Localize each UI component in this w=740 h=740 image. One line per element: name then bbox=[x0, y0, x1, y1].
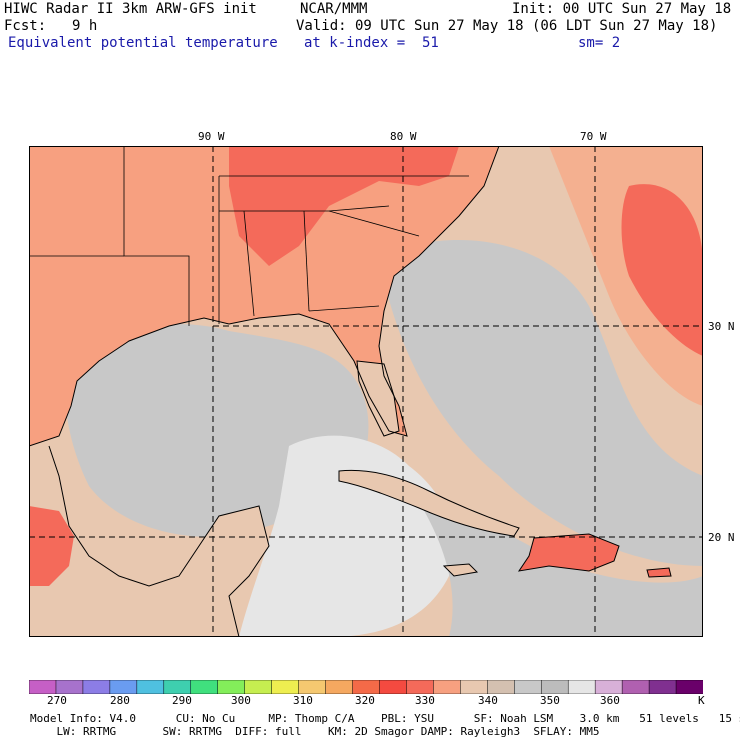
colorbar-label-310: 310 bbox=[293, 694, 313, 707]
organization: NCAR/MMM bbox=[300, 1, 368, 17]
colorbar-label-350: 350 bbox=[540, 694, 560, 707]
colorbar-swatch bbox=[244, 680, 273, 694]
colorbar bbox=[29, 680, 703, 694]
colorbar-swatch bbox=[325, 680, 354, 694]
colorbar-swatch bbox=[379, 680, 408, 694]
smoothing-value: sm= 2 bbox=[578, 35, 621, 51]
colorbar-swatch bbox=[433, 680, 462, 694]
atlantic-grey-band bbox=[379, 240, 703, 566]
model-info-line-2: LW: RRTMG SW: RRTMG DIFF: full KM: 2D Sm… bbox=[30, 725, 600, 738]
colorbar-swatch bbox=[163, 680, 192, 694]
atlantic-hot-plume bbox=[621, 184, 703, 356]
forecast-hour: 9 h bbox=[72, 18, 98, 34]
colorbar-swatch bbox=[487, 680, 516, 694]
mexico-land bbox=[29, 506, 269, 637]
lat-label-20n: 20 N bbox=[708, 531, 735, 544]
lon-label-90w: 90 W bbox=[198, 130, 225, 143]
us-coastline bbox=[29, 146, 500, 447]
colorbar-swatch bbox=[406, 680, 435, 694]
colorbar-label-290: 290 bbox=[172, 694, 192, 707]
colorbar-label-320: 320 bbox=[355, 694, 375, 707]
colorbar-swatch bbox=[217, 680, 246, 694]
lon-label-80w: 80 W bbox=[390, 130, 417, 143]
colorbar-swatch bbox=[594, 680, 623, 694]
colorbar-swatch bbox=[567, 680, 596, 694]
colorbar-label-270: 270 bbox=[47, 694, 67, 707]
colorbar-label-340: 340 bbox=[478, 694, 498, 707]
colorbar-swatch bbox=[298, 680, 327, 694]
valid-time: Valid: 09 UTC Sun 27 May 18 (06 LDT Sun … bbox=[296, 18, 718, 34]
colorbar-swatch bbox=[29, 680, 57, 694]
level-index: at k-index = 51 bbox=[304, 35, 439, 51]
colorbar-label-330: 330 bbox=[415, 694, 435, 707]
florida bbox=[356, 360, 400, 437]
forecast-label: Fcst: bbox=[4, 18, 47, 34]
lon-label-70w: 70 W bbox=[580, 130, 607, 143]
colorbar-swatch bbox=[352, 680, 381, 694]
colorbar-swatch bbox=[82, 680, 111, 694]
plot-title: HIWC Radar II 3km ARW-GFS init bbox=[4, 1, 257, 17]
puerto-rico bbox=[646, 567, 672, 578]
colorbar-swatch bbox=[271, 680, 300, 694]
colorbar-label-360: 360 bbox=[600, 694, 620, 707]
colorbar-swatch bbox=[514, 680, 542, 694]
colorbar-swatch bbox=[648, 680, 677, 694]
cuba bbox=[338, 469, 520, 537]
field-name: Equivalent potential temperature bbox=[8, 35, 278, 51]
jamaica bbox=[442, 563, 479, 577]
colorbar-swatch bbox=[675, 680, 703, 694]
mexico-coastline bbox=[48, 445, 270, 637]
init-time: Init: 00 UTC Sun 27 May 18 bbox=[512, 1, 732, 17]
colorbar-label-280: 280 bbox=[110, 694, 130, 707]
colorbar-swatch bbox=[621, 680, 650, 694]
state-borders bbox=[29, 146, 469, 326]
model-info-line-1: Model Info: V4.0 CU: No Cu MP: Thomp C/A… bbox=[30, 712, 740, 725]
colorbar-label-300: 300 bbox=[231, 694, 251, 707]
colorbar-swatch bbox=[109, 680, 138, 694]
colorbar-swatch bbox=[460, 680, 489, 694]
map-frame bbox=[29, 146, 703, 637]
colorbar-swatch bbox=[540, 680, 569, 694]
colorbar-swatch bbox=[136, 680, 165, 694]
hispaniola bbox=[517, 533, 620, 572]
lat-label-30n: 30 N bbox=[708, 320, 735, 333]
colorbar-swatch bbox=[55, 680, 84, 694]
lat-lon-grid bbox=[29, 146, 703, 637]
colorbar-swatch bbox=[190, 680, 219, 694]
colorbar-units: K bbox=[698, 694, 705, 707]
weather-map bbox=[29, 146, 703, 637]
mexico-hot-coast bbox=[29, 506, 74, 586]
